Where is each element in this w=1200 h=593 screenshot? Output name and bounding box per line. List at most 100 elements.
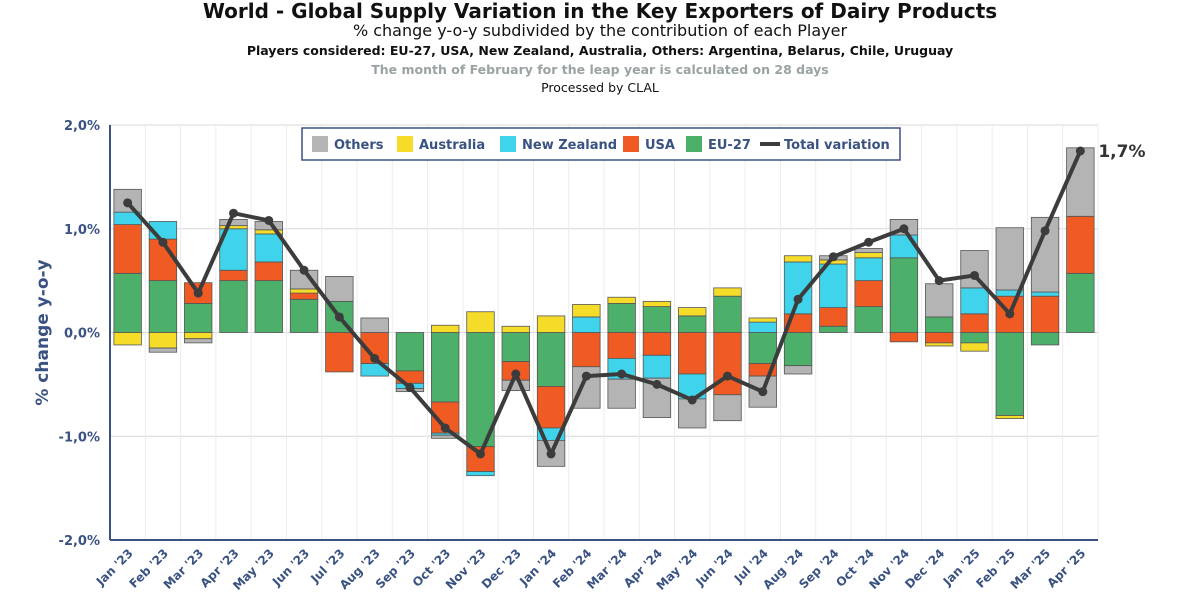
- bar-segment-new-zealand: [854, 257, 883, 282]
- bar-segment-australia: [678, 307, 707, 317]
- bar-segment-others: [748, 375, 777, 408]
- bar-segment-australia: [607, 296, 636, 304]
- bar-segment-australia: [642, 300, 672, 307]
- legend-swatch-new-zealand: [500, 136, 516, 152]
- total-variation-point: [264, 215, 274, 225]
- bar-segment-usa: [219, 269, 248, 282]
- bar-segment-usa: [607, 332, 636, 359]
- bar-segment-others: [783, 365, 813, 375]
- bar-segment-australia: [995, 415, 1024, 420]
- x-tick-label: Jun '24: [692, 546, 735, 589]
- bar-segment-eu-27: [642, 306, 672, 333]
- bar-segment-eu-27: [889, 257, 919, 333]
- bar-segment-eu-27: [995, 332, 1024, 416]
- bar-segment-new-zealand: [1030, 291, 1060, 297]
- total-variation-point: [405, 382, 415, 392]
- bar-segment-usa: [713, 332, 742, 396]
- y-tick-label: 1,0%: [64, 223, 100, 238]
- bar-segment-australia: [431, 324, 460, 333]
- bar-segment-australia: [184, 332, 213, 340]
- bar-segment-australia: [501, 325, 530, 333]
- total-variation-point: [828, 252, 838, 262]
- players-considered: Players considered: EU-27, USA, New Zeal…: [246, 43, 954, 58]
- total-variation-point: [864, 237, 874, 247]
- bar-segment-eu-27: [607, 303, 636, 333]
- total-variation-point: [546, 449, 556, 459]
- total-variation-point: [334, 312, 344, 322]
- bar-segment-eu-27: [1066, 272, 1095, 333]
- bar-segment-others: [925, 283, 954, 318]
- bar-segment-australia: [113, 332, 142, 346]
- bar-segment-others: [960, 250, 989, 289]
- total-variation-point: [370, 353, 380, 363]
- bar-segment-australia: [748, 317, 777, 323]
- bar-segment-new-zealand: [642, 354, 672, 379]
- total-variation-point: [158, 237, 168, 247]
- bar-segment-australia: [783, 255, 813, 263]
- total-variation-point: [687, 395, 697, 405]
- legend-label-australia: Australia: [419, 138, 485, 153]
- x-tick-label: Dec '24: [902, 546, 947, 591]
- total-variation-point: [1005, 309, 1015, 319]
- x-tick-label: Apr '25: [1044, 546, 1088, 590]
- total-variation-last-label: 1,7%: [1098, 142, 1145, 162]
- bar-segment-usa: [1066, 215, 1095, 274]
- y-tick-label: -1,0%: [59, 430, 100, 445]
- total-variation-point: [723, 371, 732, 381]
- bar-segment-new-zealand: [254, 233, 283, 263]
- bar-segment-usa: [960, 313, 989, 333]
- total-variation-point: [476, 449, 485, 459]
- bar-segment-usa: [642, 332, 672, 356]
- bar-segment-others: [360, 317, 389, 333]
- processed-by: Processed by CLAL: [541, 80, 659, 95]
- bar-segment-eu-27: [219, 280, 248, 333]
- total-variation-point: [440, 423, 450, 433]
- legend-label-others: Others: [334, 138, 384, 153]
- legend-label-eu-27: EU-27: [708, 138, 751, 153]
- bar-segment-usa: [819, 307, 848, 327]
- bar-segment-eu-27: [113, 272, 142, 333]
- bar-segment-australia: [219, 225, 248, 230]
- total-variation-point: [793, 294, 803, 304]
- bar-segment-new-zealand: [819, 263, 848, 308]
- legend-swatch-eu-27: [686, 136, 702, 152]
- total-variation-point: [511, 369, 521, 379]
- y-tick-label: -2,0%: [59, 534, 100, 549]
- legend-swatch-australia: [397, 136, 413, 152]
- bar-segment-australia: [572, 304, 601, 318]
- bar-segment-eu-27: [184, 303, 213, 333]
- legend-label-total-variation: Total variation: [784, 138, 890, 153]
- bar-segment-australia: [713, 287, 742, 297]
- bar-segment-usa: [1030, 295, 1060, 333]
- bar-segment-usa: [854, 280, 883, 307]
- bar-segment-others: [1066, 147, 1095, 217]
- bar-segment-eu-27: [1030, 332, 1060, 346]
- bar-segment-eu-27: [713, 295, 742, 333]
- bar-segment-usa: [113, 224, 142, 274]
- legend-label-usa: USA: [645, 138, 675, 153]
- leap-year-note: The month of February for the leap year …: [371, 62, 829, 77]
- total-variation-point: [970, 270, 979, 280]
- total-variation-point: [123, 198, 133, 208]
- total-variation-point: [652, 379, 662, 389]
- bar-segment-australia: [960, 342, 989, 352]
- bar-segment-eu-27: [783, 332, 813, 367]
- bar-segment-eu-27: [925, 316, 954, 333]
- total-variation-point: [1040, 226, 1050, 236]
- total-variation-point: [758, 387, 768, 397]
- bar-segment-new-zealand: [748, 321, 777, 333]
- bar-segment-australia: [466, 311, 495, 333]
- bar-segment-eu-27: [501, 332, 530, 362]
- bar-segment-others: [325, 276, 354, 302]
- bar-segment-others: [148, 347, 178, 353]
- bar-segment-australia: [148, 332, 178, 349]
- bar-segment-new-zealand: [960, 287, 989, 315]
- total-variation-point: [229, 208, 238, 218]
- bar-segment-usa: [254, 261, 283, 282]
- bar-segment-eu-27: [395, 332, 425, 372]
- x-tick-label: Jun '23: [269, 546, 312, 589]
- bar-segment-eu-27: [678, 315, 707, 333]
- x-tick-label: Dec '23: [479, 546, 524, 591]
- bar-segment-new-zealand: [466, 471, 495, 477]
